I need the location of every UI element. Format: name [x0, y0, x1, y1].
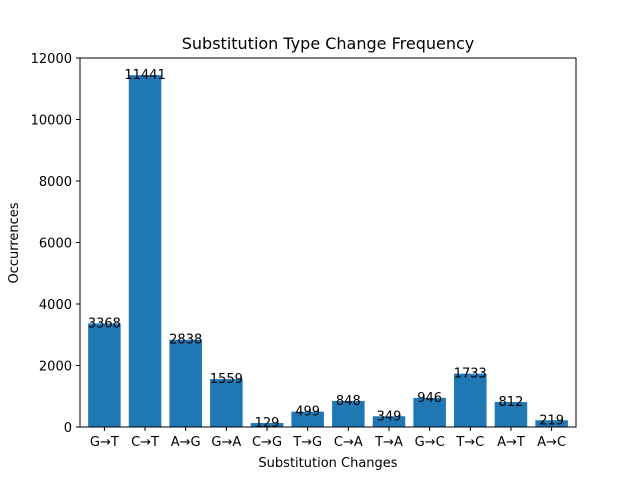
- x-tick-label-9: T→C: [455, 435, 484, 450]
- bar-value-label-10: 812: [499, 395, 524, 410]
- x-tick-label-11: A→C: [537, 435, 566, 450]
- bar-value-label-0: 3368: [88, 316, 121, 331]
- plot-frame: [79, 57, 577, 428]
- y-axis-label: Occurrences: [7, 202, 22, 283]
- bar-value-label-9: 1733: [454, 367, 487, 382]
- bar-value-label-6: 848: [336, 394, 361, 409]
- x-tick-label-6: C→A: [334, 435, 363, 450]
- bar-3: [210, 379, 243, 427]
- bar-7: [372, 416, 406, 427]
- y-tick-label-2: 4000: [39, 298, 72, 313]
- x-tick-label-2: A→G: [171, 435, 201, 450]
- x-tick-label-3: G→A: [211, 435, 241, 450]
- bar-6: [332, 400, 365, 427]
- y-tick-label-1: 2000: [39, 360, 72, 375]
- x-tick-label-7: T→A: [374, 435, 403, 450]
- bars-layer: [88, 75, 568, 428]
- x-tick-label-10: A→T: [497, 435, 525, 450]
- y-tick-label-5: 10000: [31, 114, 72, 129]
- bar-value-label-1: 11441: [124, 68, 165, 83]
- y-tick-label-3: 6000: [39, 237, 72, 252]
- bar-value-label-8: 946: [417, 391, 442, 406]
- chart-title: Substitution Type Change Frequency: [182, 34, 475, 53]
- bar-value-label-2: 2838: [169, 333, 202, 348]
- bar-11: [535, 420, 568, 427]
- bar-value-label-7: 349: [377, 409, 402, 424]
- x-axis-label: Substitution Changes: [258, 456, 397, 471]
- x-axis-ticks: G→T C→T A→G G→A C→G T→G C→A T→A G→C T→C A→T A→C: [90, 427, 566, 450]
- bar-1: [128, 75, 162, 428]
- bar-5: [291, 411, 324, 427]
- bar-4: [250, 423, 284, 427]
- x-tick-label-4: C→G: [252, 435, 282, 450]
- x-tick-label-1: C→T: [131, 435, 159, 450]
- x-tick-label-0: G→T: [90, 435, 119, 450]
- y-tick-label-4: 8000: [39, 175, 72, 190]
- y-tick-label-0: 0: [64, 421, 72, 436]
- x-tick-label-8: G→C: [415, 435, 445, 450]
- x-tick-label-5: T→G: [292, 435, 322, 450]
- bar-0: [88, 323, 121, 427]
- bar-2: [169, 339, 202, 427]
- bar-value-label-11: 219: [539, 413, 564, 428]
- bar-9: [454, 373, 487, 427]
- bar-value-label-5: 499: [295, 405, 320, 420]
- y-tick-label-6: 12000: [31, 52, 72, 67]
- y-axis-ticks: 0 2000 4000 6000 8000 10000 12000: [31, 52, 80, 436]
- bar-value-label-3: 1559: [210, 372, 243, 387]
- bar-10: [494, 402, 528, 427]
- bar-8: [413, 397, 446, 427]
